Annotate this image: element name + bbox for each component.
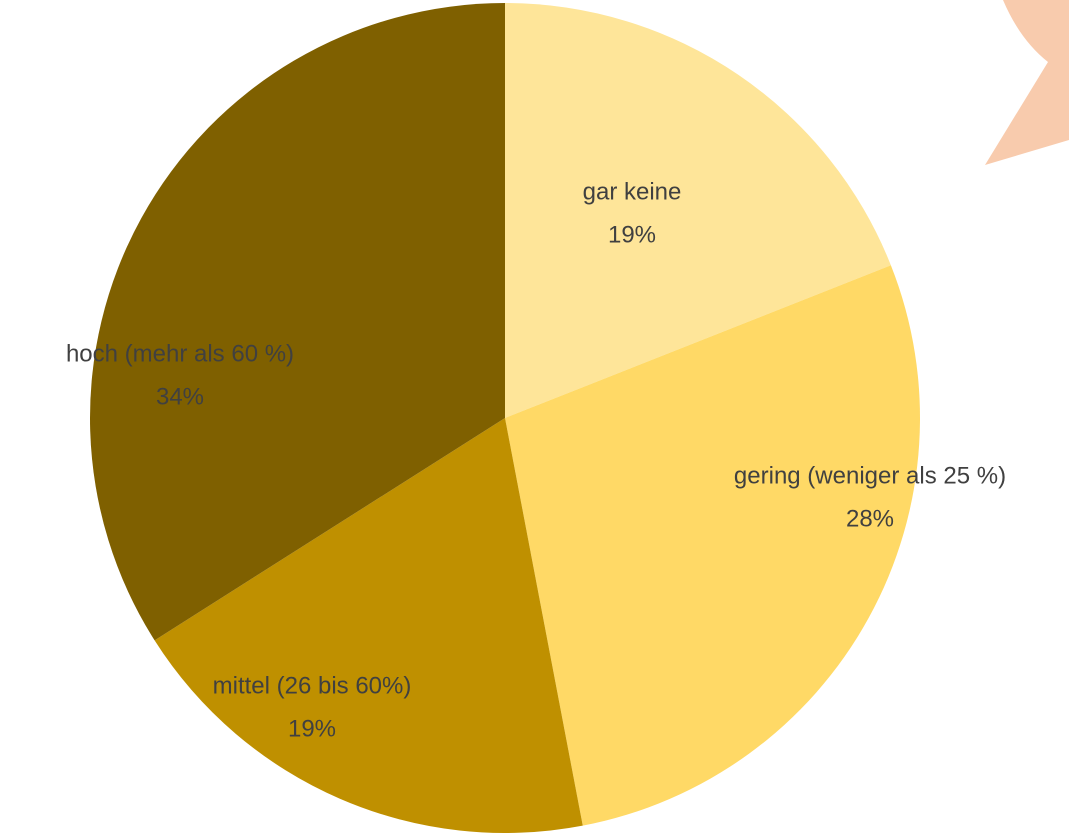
value-label: 19% [608,221,656,248]
pie-slice [154,418,583,833]
value-label: 19% [288,715,336,742]
decor-shape [985,0,1069,165]
category-label: gering (weniger als 25 %) [734,462,1006,489]
category-label: gar keine [583,178,682,205]
value-label: 34% [156,383,204,410]
pie-slice [505,3,891,418]
category-label: mittel (26 bis 60%) [213,672,412,699]
category-label: hoch (mehr als 60 %) [66,340,294,367]
slices [89,3,920,833]
value-label: 28% [846,505,894,532]
labels: gar keine 19% gering (weniger als 25 %) 28%… [66,178,1006,742]
pie-slice [89,3,505,641]
pie-slice [505,265,920,826]
